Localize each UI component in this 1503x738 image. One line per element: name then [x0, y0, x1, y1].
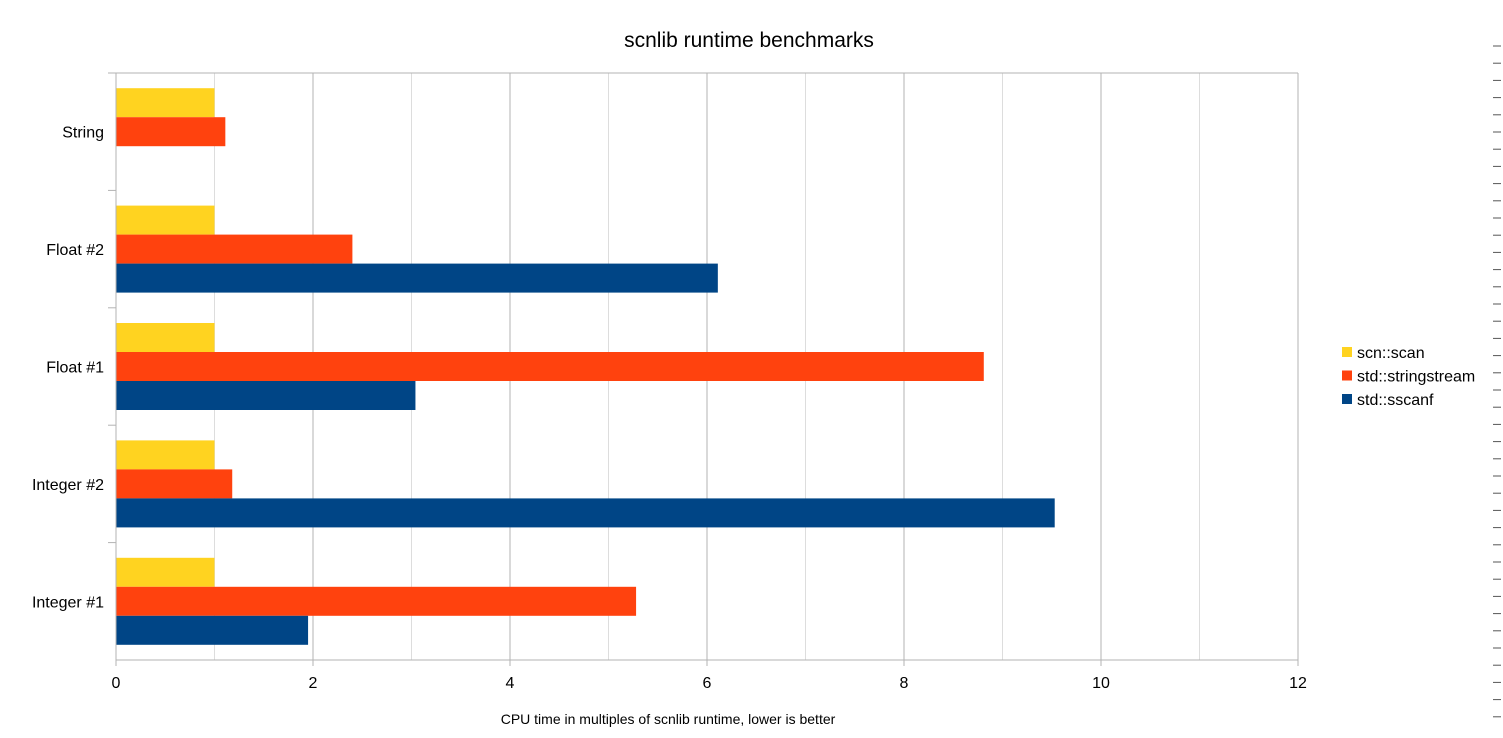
bar — [116, 323, 215, 352]
axes — [108, 45, 1501, 718]
x-tick-label: 12 — [1289, 675, 1307, 692]
x-tick-label: 10 — [1092, 675, 1110, 692]
x-tick-label: 8 — [900, 675, 909, 692]
bar — [116, 263, 718, 293]
bar — [116, 557, 215, 587]
gridlines — [116, 72, 1299, 660]
x-tick-label: 2 — [309, 675, 318, 692]
legend-label: std::sscanf — [1357, 392, 1434, 409]
category-label: Integer #1 — [32, 594, 104, 611]
bar — [116, 117, 226, 147]
legend-label: scn::scan — [1357, 345, 1425, 362]
bar — [116, 615, 309, 645]
category-labels: Integer #1 Integer #2 Float #1 Float #2 Stri… — [32, 125, 104, 612]
category-label: Float #1 — [46, 360, 104, 377]
legend-swatch — [1342, 370, 1352, 381]
x-tick-label: 4 — [506, 675, 515, 692]
chart-title: scnlib runtime benchmarks — [624, 29, 874, 52]
bar — [116, 586, 637, 616]
legend-label: std::stringstream — [1357, 369, 1475, 386]
bar — [116, 352, 984, 381]
x-tick-label: 0 — [112, 675, 121, 692]
x-tick-label: 6 — [703, 675, 712, 692]
bar — [116, 440, 215, 470]
bar — [116, 88, 215, 118]
bar — [116, 205, 215, 235]
bars — [116, 88, 1055, 645]
category-label: Integer #2 — [32, 477, 104, 494]
category-label: String — [62, 125, 104, 142]
legend-swatch — [1342, 394, 1352, 404]
bar — [116, 234, 353, 264]
x-tick-labels: 0 2 4 6 8 10 12 — [112, 675, 1307, 692]
x-axis-label: CPU time in multiples of scnlib runtime,… — [501, 711, 836, 727]
bar — [116, 498, 1055, 528]
category-label: Float #2 — [46, 242, 104, 259]
bar — [116, 469, 233, 499]
bar — [116, 381, 416, 410]
legend-swatch — [1342, 347, 1352, 357]
